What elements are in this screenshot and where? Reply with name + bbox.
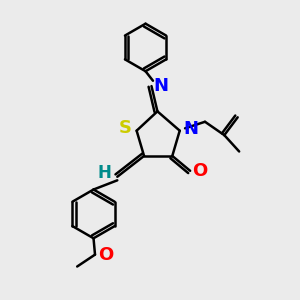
Text: N: N	[183, 120, 198, 138]
Text: O: O	[193, 162, 208, 180]
Text: N: N	[154, 77, 169, 95]
Text: H: H	[98, 164, 111, 182]
Text: O: O	[98, 246, 113, 264]
Text: S: S	[118, 119, 131, 137]
